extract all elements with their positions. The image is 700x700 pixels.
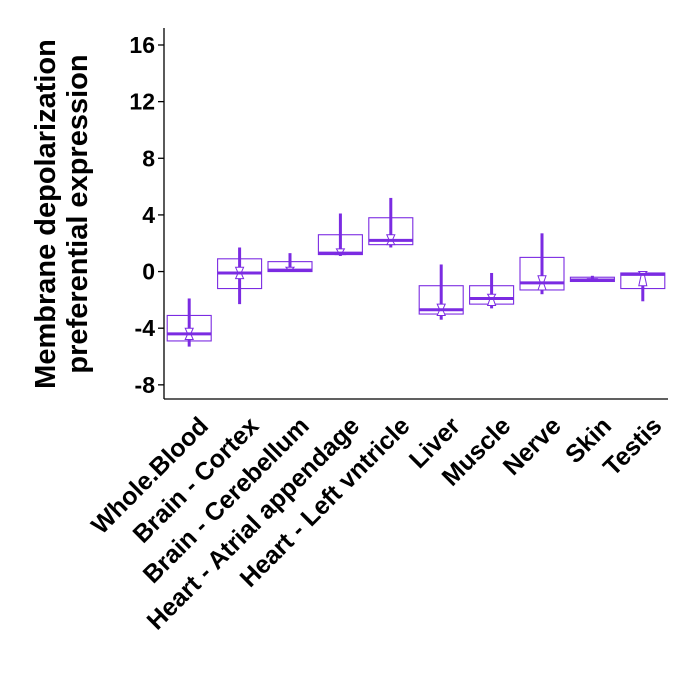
box-8 <box>519 233 565 295</box>
y-tick-label: -4 <box>135 315 156 341</box>
y-axis-title: Membrane depolarization preferential exp… <box>30 39 94 389</box>
box-5 <box>368 197 414 248</box>
box-1 <box>166 298 212 347</box>
x-tick-label: Testis <box>598 412 668 482</box>
boxes <box>166 197 666 347</box>
y-axis: -8 -4 0 4 8 12 16 <box>129 28 165 399</box>
box-4 <box>317 213 363 256</box>
box-9 <box>569 275 615 283</box>
box-7 <box>469 272 515 309</box>
box-2 <box>217 247 263 305</box>
y-axis-title-line-2: preferential expression <box>62 54 94 373</box>
y-tick-label: 8 <box>142 145 155 171</box>
box-3 <box>267 253 313 273</box>
box-6 <box>418 264 464 320</box>
y-tick-label: 0 <box>142 259 155 285</box>
y-axis-title-line-1: Membrane depolarization <box>30 39 62 389</box>
y-tick-label: 16 <box>129 32 155 58</box>
y-tick-label: 12 <box>129 89 155 115</box>
y-tick-label: 4 <box>142 202 155 228</box>
x-tick-label: Nerve <box>498 412 567 481</box>
box-10 <box>620 271 666 302</box>
y-tick-label: -8 <box>135 372 156 398</box>
